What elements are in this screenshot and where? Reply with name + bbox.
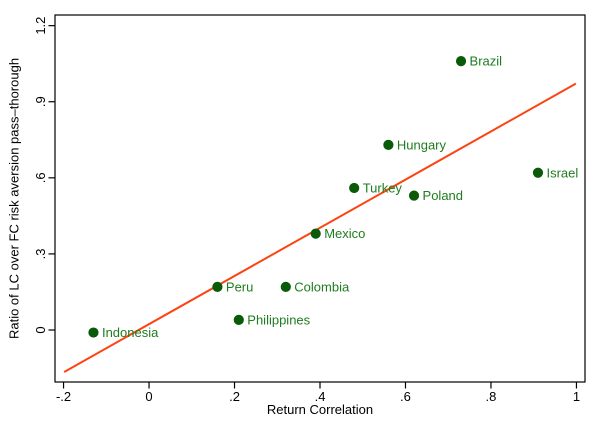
data-point-israel — [532, 167, 544, 178]
data-point-colombia — [280, 281, 291, 292]
data-point-turkey — [349, 182, 360, 194]
x-tick-label: .4 — [315, 389, 326, 404]
y-axis-title: Ratio of LC over FC risk aversion pass–t… — [7, 58, 22, 339]
x-tick-label: -.2 — [56, 389, 71, 404]
data-point-label-peru: Peru — [226, 279, 253, 294]
data-point-mexico — [310, 228, 321, 239]
data-point-label-israel: Israel — [546, 165, 578, 180]
data-point-label-philippines: Philippines — [247, 312, 310, 327]
x-tick-label: .6 — [400, 389, 411, 404]
data-point-hungary — [383, 139, 394, 150]
data-point-label-indonesia: Indonesia — [102, 325, 159, 340]
data-point-label-colombia: Colombia — [294, 279, 350, 294]
data-point-label-turkey: Turkey — [363, 180, 403, 195]
y-tick-label: .9 — [33, 96, 48, 107]
x-tick-label: .2 — [229, 389, 240, 404]
data-point-label-brazil: Brazil — [470, 54, 503, 69]
data-point-indonesia — [88, 327, 99, 338]
y-tick-label: .6 — [33, 172, 48, 183]
x-axis-title: Return Correlation — [267, 402, 373, 417]
fit-line — [63, 82, 577, 373]
data-point-philippines — [233, 314, 244, 325]
data-point-label-hungary: Hungary — [397, 137, 447, 152]
y-tick-label: 0 — [33, 326, 48, 333]
data-point-label-poland: Poland — [423, 188, 463, 203]
x-tick-label: 0 — [145, 389, 152, 404]
data-point-poland — [408, 190, 420, 201]
x-tick-label: 1 — [573, 389, 580, 404]
y-tick-label: 1.2 — [33, 17, 48, 35]
y-tick-label: .3 — [33, 248, 48, 259]
data-point-peru — [212, 281, 223, 292]
data-point-label-mexico: Mexico — [324, 226, 365, 241]
data-point-brazil — [455, 56, 467, 67]
x-tick-label: .8 — [486, 389, 497, 404]
